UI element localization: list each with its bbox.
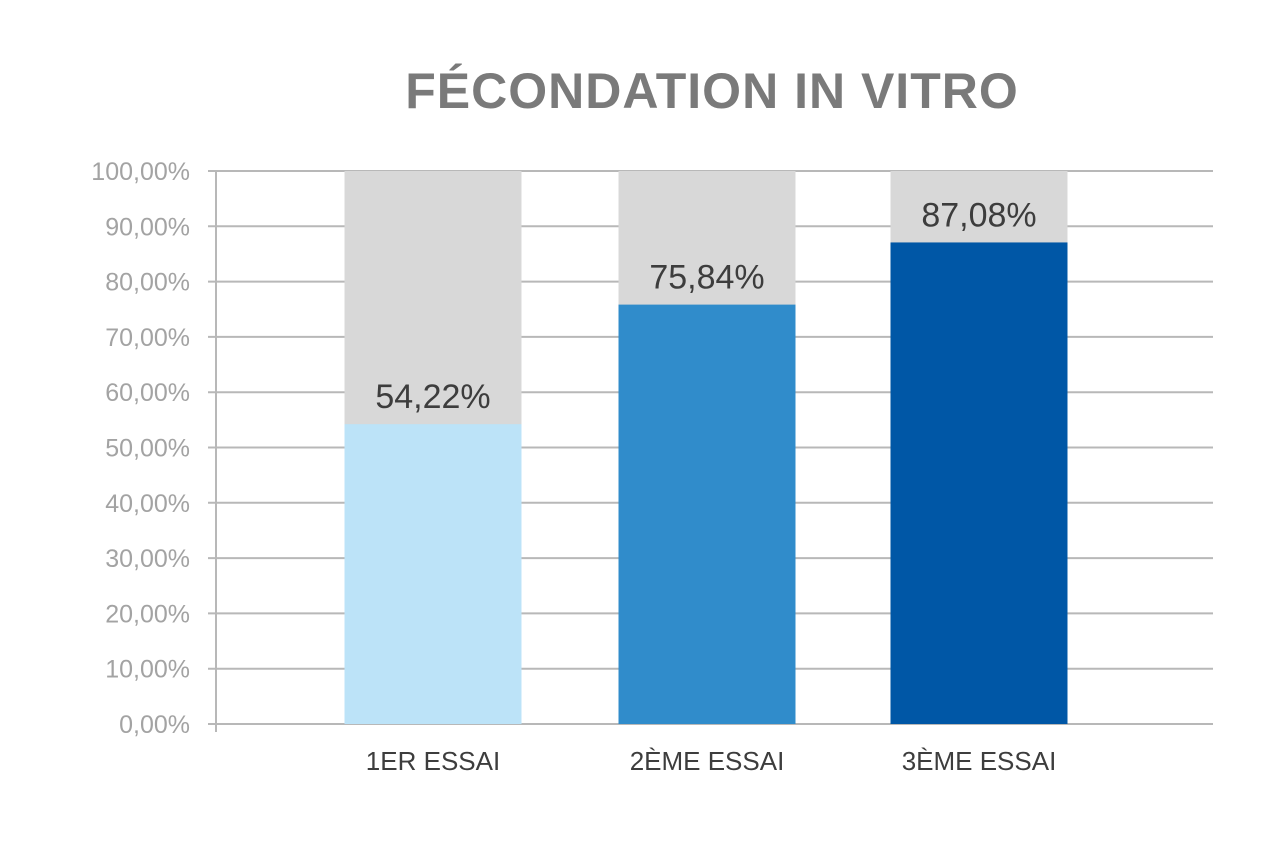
y-tick-label: 70,00% (105, 324, 190, 352)
bar (890, 242, 1068, 724)
data-label: 54,22% (375, 378, 490, 416)
x-tick-label: 1ER ESSAI (366, 746, 500, 776)
chart-title: FÉCONDATION IN VITRO (405, 63, 1019, 119)
y-tick-label: 100,00% (91, 158, 190, 186)
x-tick-label: 3ÈME ESSAI (902, 746, 1057, 776)
y-tick-label: 10,00% (105, 656, 190, 684)
y-tick-label: 40,00% (105, 490, 190, 518)
data-label: 75,84% (649, 259, 764, 297)
y-tick-label: 90,00% (105, 213, 190, 241)
x-tick-label: 2ÈME ESSAI (630, 746, 785, 776)
bar (344, 424, 522, 724)
data-label: 87,08% (921, 196, 1036, 234)
y-tick-label: 80,00% (105, 269, 190, 297)
bar (618, 304, 796, 724)
y-tick-label: 20,00% (105, 600, 190, 628)
y-tick-label: 60,00% (105, 379, 190, 407)
y-tick-label: 50,00% (105, 435, 190, 463)
y-tick-label: 30,00% (105, 545, 190, 573)
y-tick-label: 0,00% (119, 711, 190, 739)
